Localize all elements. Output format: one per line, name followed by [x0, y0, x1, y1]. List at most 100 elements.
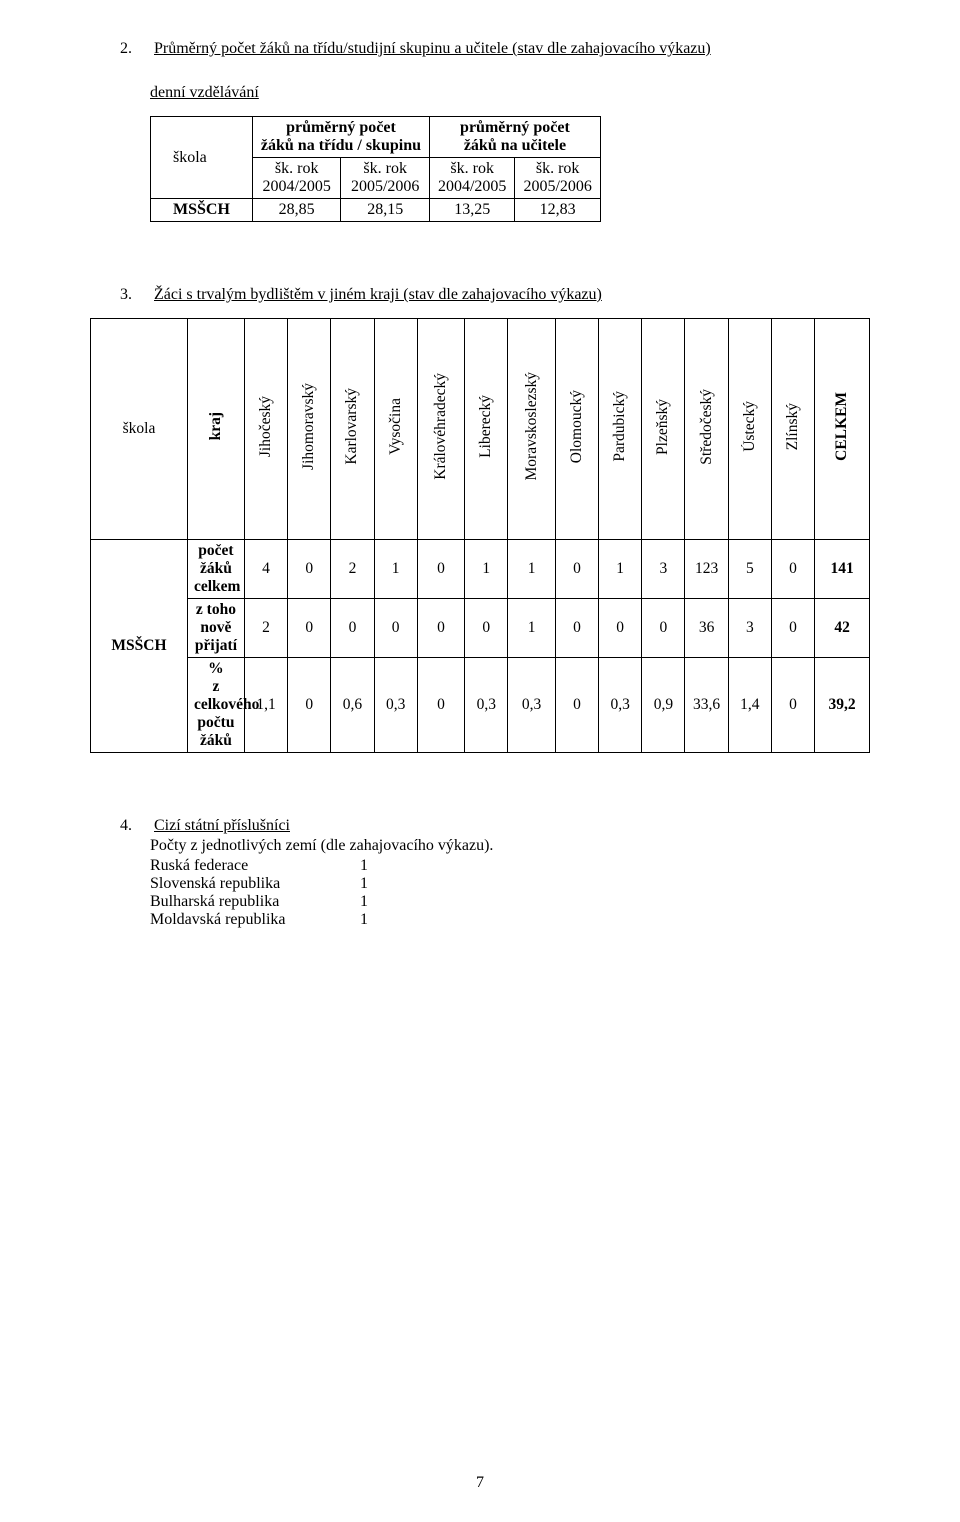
country-count: 1 — [360, 875, 368, 893]
tbl2-total-header: CELKEM — [815, 319, 870, 540]
tbl2-region-header: Moravskoslezský — [508, 319, 555, 540]
tbl2-cell: 0 — [288, 658, 331, 753]
tbl2-cell: 5 — [728, 540, 771, 599]
tbl2-cell: 0 — [417, 658, 464, 753]
tbl2-region-header: Královéhradecký — [417, 319, 464, 540]
tbl2-region-header: Zlínský — [771, 319, 814, 540]
tbl2-kraj: kraj — [187, 319, 244, 540]
tbl2-cell: 0 — [417, 599, 464, 658]
tbl2-row-label: počet žákůcelkem — [187, 540, 244, 599]
tbl2-cell: 0 — [555, 540, 598, 599]
tbl1-v2: 28,15 — [341, 199, 430, 222]
section-4-num: 4. — [120, 817, 150, 835]
tbl2-cell: 0,3 — [508, 658, 555, 753]
tbl2-region-header-text: Liberecký — [477, 387, 495, 466]
tbl2-region-header: Jihočeský — [244, 319, 287, 540]
tbl1-sub3: šk. rok 2004/2005 — [429, 158, 514, 199]
tbl2-region-header-text: Karlovarský — [343, 380, 361, 473]
country-name: Moldavská republika — [150, 911, 360, 929]
tbl2-cell: 0 — [599, 599, 642, 658]
tbl2-row-label: %z celkovéhopočtu žáků — [187, 658, 244, 753]
tbl2-cell: 2 — [244, 599, 287, 658]
tbl2-cell: 4 — [244, 540, 287, 599]
tbl2-cell: 1 — [465, 540, 508, 599]
tbl1-colgrp2-text: průměrný počet žáků na učitele — [460, 119, 570, 154]
tbl2-region-header: Středočeský — [685, 319, 728, 540]
section-2-num: 2. — [120, 40, 150, 58]
tbl2-region-header-text: Královéhradecký — [432, 365, 450, 488]
tbl2-cell: 0 — [288, 540, 331, 599]
table-regions: škola kraj JihočeskýJihomoravskýKarlovar… — [90, 318, 870, 753]
tbl1-rowlabel: MSŠCH — [151, 199, 253, 222]
tbl1-sub4-text: šk. rok 2005/2006 — [523, 160, 591, 195]
tbl2-cell: 0 — [771, 658, 814, 753]
section-2-heading: 2. Průměrný počet žáků na třídu/studijní… — [120, 40, 860, 58]
section-3-title: Žáci s trvalým bydlištěm v jiném kraji (… — [154, 286, 602, 303]
country-row: Moldavská republika1 — [150, 911, 860, 929]
tbl2-region-header-text: Jihomoravský — [300, 375, 318, 478]
tbl2-region-header-text: Plzeňský — [654, 391, 672, 463]
tbl1-v1: 28,85 — [252, 199, 341, 222]
tbl2-cell: 0,9 — [642, 658, 685, 753]
tbl2-region-header: Plzeňský — [642, 319, 685, 540]
tbl2-cell: 0,6 — [331, 658, 374, 753]
tbl2-kraj-text: kraj — [207, 404, 225, 448]
page: 2. Průměrný počet žáků na třídu/studijní… — [0, 0, 960, 1522]
tbl2-region-header: Vysočina — [374, 319, 417, 540]
tbl2-cell: 0 — [555, 599, 598, 658]
tbl2-region-header-text: Olomoucký — [568, 382, 586, 471]
tbl2-cell: 0,3 — [465, 658, 508, 753]
countries-list: Ruská federace1Slovenská republika1Bulha… — [150, 857, 860, 929]
country-count: 1 — [360, 893, 368, 911]
tbl2-row-total: 141 — [815, 540, 870, 599]
tbl2-cell: 0,3 — [599, 658, 642, 753]
tbl2-cell: 2 — [331, 540, 374, 599]
tbl2-cell: 1 — [374, 540, 417, 599]
section-4-title: Cizí státní příslušníci — [154, 817, 290, 834]
tbl2-cell: 0 — [642, 599, 685, 658]
tbl2-row-total: 42 — [815, 599, 870, 658]
tbl1-rowhdr: škola — [151, 117, 253, 199]
tbl2-cell: 0 — [331, 599, 374, 658]
tbl2-row-skola: MSŠCH — [91, 540, 188, 753]
section-3-num: 3. — [120, 286, 150, 304]
tbl2-region-header-text: Jihočeský — [257, 388, 275, 465]
tbl2-region-header: Liberecký — [465, 319, 508, 540]
country-row: Bulharská republika1 — [150, 893, 860, 911]
tbl2-region-header: Jihomoravský — [288, 319, 331, 540]
tbl2-cell: 36 — [685, 599, 728, 658]
tbl1-sub2-text: šk. rok 2005/2006 — [351, 160, 419, 195]
tbl1-colgrp1-text: průměrný počet žáků na třídu / skupinu — [261, 119, 421, 154]
section-3-heading: 3. Žáci s trvalým bydlištěm v jiném kraj… — [120, 286, 860, 304]
section-2-title: Průměrný počet žáků na třídu/studijní sk… — [154, 40, 711, 57]
tbl2-region-header-text: Ústecký — [741, 393, 759, 460]
tbl2-region-header-text: Středočeský — [698, 381, 716, 473]
tbl1-colgrp1: průměrný počet žáků na třídu / skupinu — [252, 117, 429, 158]
tbl1-sub1-text: šk. rok 2004/2005 — [262, 160, 330, 195]
tbl2-total-header-text: CELKEM — [833, 384, 851, 469]
country-row: Ruská federace1 — [150, 857, 860, 875]
tbl2-cell: 3 — [728, 599, 771, 658]
tbl2-region-header-text: Pardubický — [611, 383, 629, 470]
country-count: 1 — [360, 857, 368, 875]
country-name: Slovenská republika — [150, 875, 360, 893]
tbl2-region-header: Olomoucký — [555, 319, 598, 540]
tbl2-cell: 1 — [599, 540, 642, 599]
tbl2-cell: 33,6 — [685, 658, 728, 753]
tbl1-colgrp2: průměrný počet žáků na učitele — [429, 117, 600, 158]
tbl2-cell: 3 — [642, 540, 685, 599]
tbl2-region-header-text: Vysočina — [387, 390, 405, 463]
tbl2-region-header-text: Moravskoslezský — [523, 364, 541, 489]
page-number: 7 — [0, 1474, 960, 1492]
tbl2-cell: 1 — [508, 540, 555, 599]
tbl2-cell: 0 — [374, 599, 417, 658]
tbl1-sub4: šk. rok 2005/2006 — [515, 158, 600, 199]
country-row: Slovenská republika1 — [150, 875, 860, 893]
country-name: Bulharská republika — [150, 893, 360, 911]
tbl2-cell: 1,4 — [728, 658, 771, 753]
country-name: Ruská federace — [150, 857, 360, 875]
section-4-line2: Počty z jednotlivých zemí (dle zahajovac… — [150, 837, 493, 854]
country-count: 1 — [360, 911, 368, 929]
tbl2-cell: 0,3 — [374, 658, 417, 753]
section-2-sub: denní vzdělávání — [150, 84, 259, 101]
